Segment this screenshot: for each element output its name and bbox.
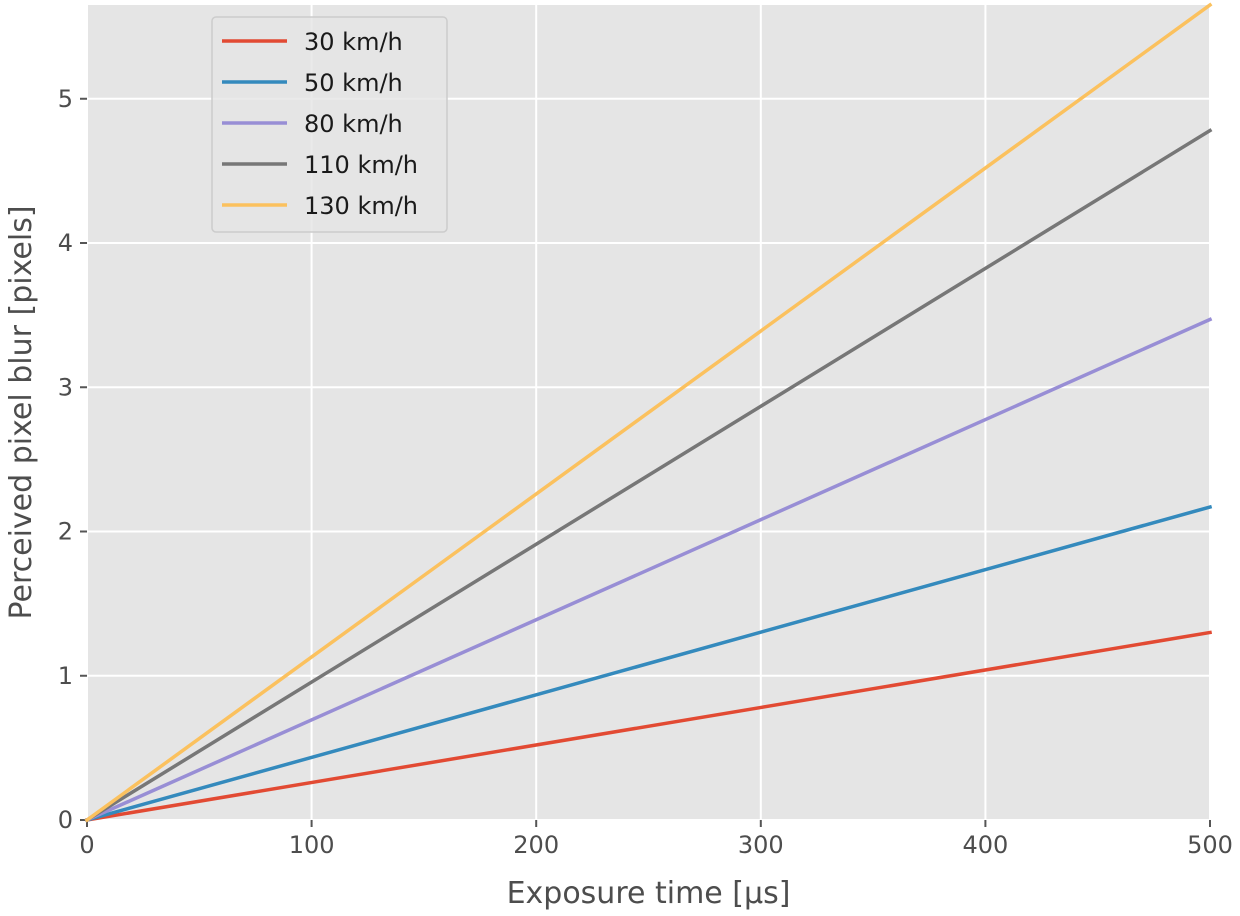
series-lines xyxy=(84,2,1213,823)
y-tick-label: 5 xyxy=(58,85,73,113)
x-tick-label: 0 xyxy=(79,831,94,859)
series-line xyxy=(84,630,1213,823)
y-tick-label: 2 xyxy=(58,518,73,546)
y-axis-label: Perceived pixel blur [pixels] xyxy=(4,205,39,619)
series-line xyxy=(84,2,1213,823)
y-tick-label: 4 xyxy=(58,229,73,257)
series-line xyxy=(84,317,1213,823)
legend-entry: 110 km/h xyxy=(304,151,418,179)
x-tick-label: 500 xyxy=(1187,831,1233,859)
x-tick-label: 200 xyxy=(513,831,559,859)
y-tick-label: 0 xyxy=(58,806,73,834)
legend-box xyxy=(211,16,448,233)
axis-ticks: 0 100 200 300 400 500 0 1 2 3 4 5 xyxy=(58,85,1233,859)
x-axis-label: Exposure time [μs] xyxy=(507,876,791,911)
legend-entry: 50 km/h xyxy=(304,69,403,97)
x-tick-label: 400 xyxy=(962,831,1008,859)
series-line xyxy=(84,128,1213,823)
y-tick-label: 1 xyxy=(58,662,73,690)
x-tick-label: 100 xyxy=(289,831,335,859)
legend-entry: 130 km/h xyxy=(304,192,418,220)
x-tick-label: 300 xyxy=(738,831,784,859)
y-tick-label: 3 xyxy=(58,373,73,401)
legend-entry: 30 km/h xyxy=(304,28,403,56)
grid xyxy=(86,5,1211,821)
legend: 30 km/h 50 km/h 80 km/h 110 km/h 130 km/h xyxy=(211,16,448,233)
legend-entry: 80 km/h xyxy=(304,110,403,138)
series-line xyxy=(84,504,1213,823)
